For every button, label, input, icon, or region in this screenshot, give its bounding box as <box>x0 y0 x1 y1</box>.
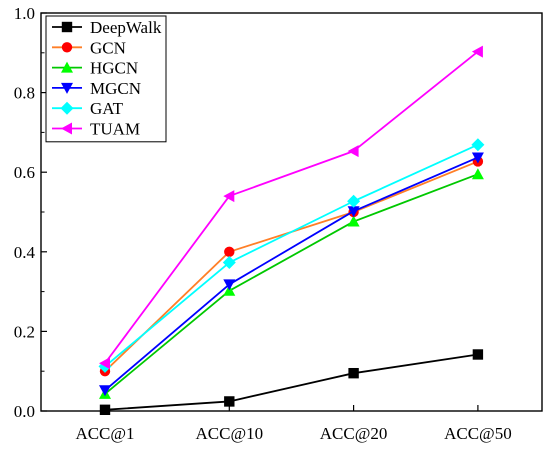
y-tick-label: 0.6 <box>14 163 35 182</box>
series-mgcn <box>99 152 484 397</box>
data-point-hgcn <box>471 168 484 180</box>
y-axis-ticks: 0.0 0.2 0.4 0.6 0.8 1.0 <box>14 4 47 421</box>
x-tick-label: ACC@1 <box>75 424 134 443</box>
series-line-tuam <box>104 50 479 364</box>
legend-marker-deepwalk <box>61 21 73 33</box>
legend-label-deepwalk: DeepWalk <box>90 18 162 37</box>
y-tick-label: 0.2 <box>14 322 35 341</box>
y-tick-label: 0.4 <box>14 243 36 262</box>
data-point-hgcn <box>347 215 360 227</box>
series-line-gcn <box>104 160 479 372</box>
series-gcn <box>99 156 484 377</box>
data-point-gat <box>471 138 485 152</box>
legend-item-tuam: TUAM <box>52 120 140 139</box>
data-point-deepwalk <box>348 367 359 379</box>
legend-marker-hgcn <box>61 61 73 73</box>
data-point-tuam <box>223 190 235 203</box>
legend-marker-mgcn <box>61 82 73 94</box>
series-layer <box>98 45 485 416</box>
series-line-mgcn <box>104 156 479 391</box>
legend-marker-gat <box>60 101 74 115</box>
legend-item-gat: GAT <box>52 99 124 118</box>
series-deepwalk <box>99 349 484 416</box>
legend-label-gcn: GCN <box>90 38 126 57</box>
legend-label-mgcn: MGCN <box>90 79 141 98</box>
data-point-gat <box>347 194 361 208</box>
legend-box <box>45 15 167 143</box>
y-tick-label: 1.0 <box>14 4 35 23</box>
x-tick-label: ACC@10 <box>195 424 263 443</box>
data-point-tuam <box>99 357 110 370</box>
y-tick-label: 0.8 <box>14 84 35 103</box>
series-line-gat <box>104 143 479 368</box>
data-point-mgcn <box>347 206 360 218</box>
legend-label-gat: GAT <box>90 99 124 118</box>
data-point-deepwalk <box>99 404 111 416</box>
data-point-tuam <box>471 45 483 58</box>
legend-item-deepwalk: DeepWalk <box>52 18 162 37</box>
data-point-deepwalk <box>472 349 484 360</box>
legend-item-mgcn: MGCN <box>52 79 141 98</box>
y-tick-label: 0.0 <box>14 402 35 421</box>
x-axis-ticks: ACC@1 ACC@10 ACC@20 ACC@50 <box>75 405 512 443</box>
data-point-mgcn <box>99 385 111 397</box>
legend-marker-tuam <box>61 122 72 135</box>
data-point-gcn <box>224 246 235 257</box>
series-hgcn <box>99 168 484 399</box>
legend-marker-gcn <box>61 42 73 53</box>
series-line-deepwalk <box>104 353 479 411</box>
legend-item-hgcn: HGCN <box>52 59 138 78</box>
series-line-hgcn <box>104 173 479 395</box>
legend-label-tuam: TUAM <box>90 120 140 139</box>
x-tick-label: ACC@20 <box>320 424 388 443</box>
x-tick-label: ACC@50 <box>444 424 512 443</box>
data-point-mgcn <box>223 279 236 291</box>
data-point-mgcn <box>471 152 484 164</box>
data-point-deepwalk <box>224 396 235 407</box>
legend-item-gcn: GCN <box>52 38 126 57</box>
series-tuam <box>99 45 483 370</box>
data-point-gat <box>222 256 236 270</box>
legend-label-hgcn: HGCN <box>90 59 138 78</box>
data-point-tuam <box>347 145 359 158</box>
